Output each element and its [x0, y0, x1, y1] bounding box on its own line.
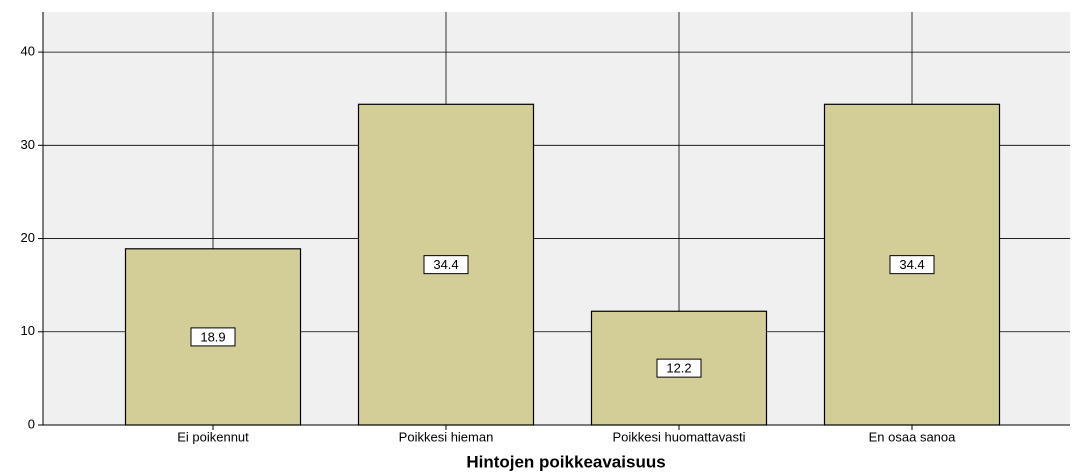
x-tick-label: En osaa sanoa — [869, 429, 957, 444]
value-label-box — [889, 255, 935, 275]
y-tick-label: 20 — [21, 230, 35, 245]
value-label: 18.9 — [200, 329, 225, 344]
value-label-box — [423, 255, 469, 275]
value-label: 34.4 — [899, 257, 924, 272]
y-tick-label: 0 — [28, 416, 35, 431]
value-label: 12.2 — [666, 361, 691, 376]
value-label-box — [656, 358, 702, 378]
y-tick-label: 10 — [21, 323, 35, 338]
y-tick-label: 40 — [21, 44, 35, 59]
value-label: 34.4 — [433, 257, 458, 272]
value-label-box — [190, 327, 236, 347]
y-tick-label: 30 — [21, 137, 35, 152]
x-tick-label: Ei poikennut — [177, 429, 249, 444]
x-tick-label: Poikkesi huomattavasti — [613, 429, 746, 444]
x-axis-title: Hintojen poikkeavaisuus — [466, 452, 665, 471]
x-tick-label: Poikkesi hieman — [399, 429, 494, 444]
